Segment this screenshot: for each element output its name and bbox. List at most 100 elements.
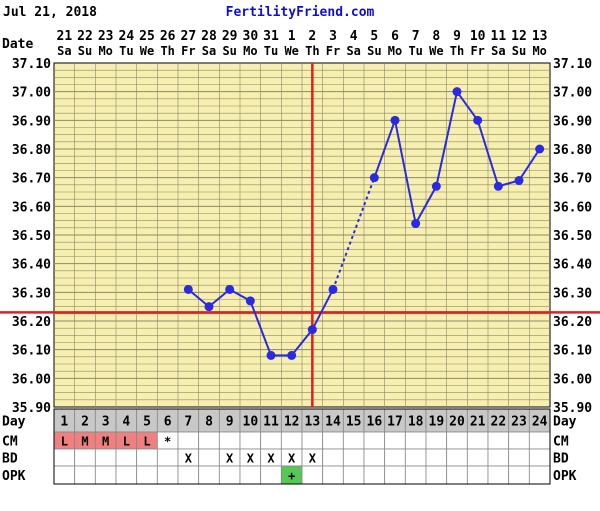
bd-cell xyxy=(74,448,96,467)
y-tick-label-left: 36.30 xyxy=(12,286,51,301)
date-label: 7 xyxy=(412,29,420,44)
bottom-rows-border xyxy=(53,408,551,485)
y-tick-label-right: 36.00 xyxy=(553,372,592,387)
opk-cell xyxy=(322,465,344,485)
cm-cell xyxy=(363,431,386,450)
y-tick-label-right: 36.90 xyxy=(553,114,592,129)
y-tick-label-left: 36.20 xyxy=(12,315,51,330)
opk-cell xyxy=(508,465,530,485)
opk-cell xyxy=(94,465,117,485)
opk-cell xyxy=(466,465,489,485)
weekday-label: Sa xyxy=(491,44,505,58)
opk-cell xyxy=(342,465,365,485)
cm-cell xyxy=(198,431,220,450)
opk-cell xyxy=(528,465,551,485)
weekday-label: Fr xyxy=(470,44,484,58)
date-label: 29 xyxy=(222,29,238,44)
bd-cell xyxy=(156,448,179,467)
date-label: 3 xyxy=(329,29,337,44)
bd-cell xyxy=(508,448,530,467)
weekday-label: Fr xyxy=(181,44,195,58)
date-label: 4 xyxy=(350,29,358,44)
weekday-label: Tu xyxy=(119,44,133,58)
opk-cell xyxy=(404,465,427,485)
day-cell-value: 16 xyxy=(367,415,383,430)
cm-cell xyxy=(487,431,510,450)
day-cell-value: 3 xyxy=(102,415,110,430)
weekday-label: Su xyxy=(78,44,92,58)
weekday-label: Mo xyxy=(243,44,257,58)
y-tick-label-left: 36.90 xyxy=(12,114,51,129)
temp-point xyxy=(287,350,297,360)
cm-cell-value: M xyxy=(81,435,88,449)
temp-line-segment xyxy=(414,185,438,225)
y-tick-label-right: 36.80 xyxy=(553,143,592,158)
day-cell-value: 5 xyxy=(143,415,151,430)
cm-cell xyxy=(508,431,530,450)
cm-cell xyxy=(425,431,448,450)
bd-cell-value: X xyxy=(226,452,234,466)
bd-cell-value: X xyxy=(309,452,317,466)
temp-point xyxy=(183,284,193,294)
opk-cell xyxy=(239,465,262,485)
bd-cell-value: X xyxy=(247,452,255,466)
weekday-label: Tu xyxy=(264,44,278,58)
cm-row-label-left: CM xyxy=(2,435,18,450)
temp-point xyxy=(328,284,338,294)
day-cell-value: 6 xyxy=(164,415,172,430)
day-cell-value: 19 xyxy=(429,415,445,430)
opk-cell xyxy=(425,465,448,485)
y-tick-label-right: 35.90 xyxy=(553,401,592,416)
opk-cell xyxy=(260,465,282,485)
bd-cell xyxy=(53,448,76,467)
temp-point xyxy=(411,219,421,229)
day-cell-value: 13 xyxy=(305,415,321,430)
y-tick-label-right: 36.20 xyxy=(553,315,592,330)
cm-cell xyxy=(301,431,324,450)
bd-cell xyxy=(136,448,158,467)
bd-cell xyxy=(528,448,551,467)
opk-cell-value: + xyxy=(288,469,295,483)
temp-point xyxy=(473,115,483,125)
date-label: 11 xyxy=(491,29,507,44)
temp-line-segment xyxy=(394,120,417,224)
day-cell-value: 2 xyxy=(81,415,89,430)
y-tick-label-left: 36.10 xyxy=(12,344,51,359)
date-label: 24 xyxy=(119,29,135,44)
date-label: 1 xyxy=(288,29,296,44)
opk-cell xyxy=(53,465,76,485)
site-name-link[interactable]: FertilityFriend.com xyxy=(226,5,375,20)
day-cell-value: 24 xyxy=(532,415,548,430)
opk-cell xyxy=(177,465,200,485)
temp-line-segment xyxy=(476,120,500,187)
cm-cell xyxy=(280,431,303,450)
temp-point xyxy=(307,325,317,335)
weekday-label: Th xyxy=(305,44,319,58)
temp-point xyxy=(225,284,235,294)
day-cell-value: 23 xyxy=(511,415,527,430)
date-label: 13 xyxy=(532,29,548,44)
y-tick-label-right: 37.00 xyxy=(553,86,592,101)
date-label: 8 xyxy=(432,29,440,44)
day-cell-value: 1 xyxy=(60,415,68,430)
temp-line-segment xyxy=(311,289,334,331)
opk-row-label-left: OPK xyxy=(2,469,26,484)
weekday-label: We xyxy=(284,44,298,58)
bd-cell-value: X xyxy=(185,452,193,466)
weekday-label: Th xyxy=(450,44,464,58)
y-tick-label-right: 36.50 xyxy=(553,229,592,244)
bd-cell xyxy=(363,448,386,467)
temp-line-segment xyxy=(249,300,272,356)
bd-cell xyxy=(94,448,117,467)
temp-point xyxy=(535,144,545,154)
cm-cell xyxy=(322,431,344,450)
y-tick-label-right: 37.10 xyxy=(553,57,592,72)
date-label: 22 xyxy=(77,29,93,44)
temp-line-segment xyxy=(456,91,479,121)
y-tick-label-left: 36.70 xyxy=(12,172,51,187)
date-label: 30 xyxy=(243,29,259,44)
day-cell-value: 8 xyxy=(205,415,213,430)
day-cell-value: 22 xyxy=(491,415,507,430)
day-cell-value: 9 xyxy=(226,415,234,430)
